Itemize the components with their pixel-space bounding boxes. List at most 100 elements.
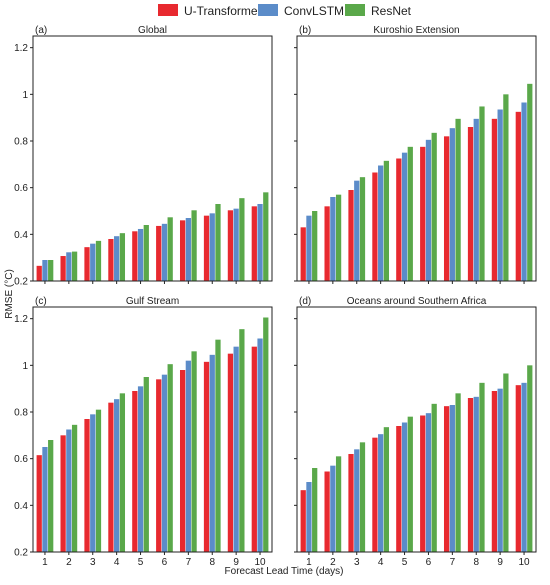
xtick-label: 10 <box>254 557 266 568</box>
bar-1-resnet-7 <box>191 210 197 281</box>
bar-4-convlstm-8 <box>473 396 479 552</box>
bar-1-convlstm-10 <box>257 204 263 281</box>
bar-3-u-transformer-8 <box>203 361 210 552</box>
bar-4-resnet-6 <box>431 403 437 552</box>
xtick-label: 3 <box>354 557 360 568</box>
bar-2-resnet-2 <box>335 194 342 281</box>
bar-4-convlstm-4 <box>378 434 384 552</box>
bar-4-resnet-9 <box>503 373 509 552</box>
panel-frame-2 <box>296 35 537 282</box>
bar-3-resnet-5 <box>143 377 149 552</box>
bar-2-u-transformer-2 <box>324 206 330 281</box>
bar-2-convlstm-5 <box>401 152 408 281</box>
bar-3-resnet-8 <box>215 339 221 552</box>
ytick-label: 1 <box>22 90 28 101</box>
bar-3-resnet-1 <box>48 440 54 552</box>
bar-3-u-transformer-9 <box>227 353 234 552</box>
x-axis-label: Forecast Lead Time (days) <box>225 566 344 577</box>
bar-3-u-transformer-6 <box>156 379 162 552</box>
xtick-label: 7 <box>186 557 192 568</box>
panel-tag-4: (d) <box>299 296 311 307</box>
legend-label-1: U-Transformer <box>184 4 262 18</box>
bar-3-u-transformer-7 <box>179 370 186 552</box>
bar-2-resnet-7 <box>455 118 461 281</box>
bar-3-convlstm-3 <box>90 414 96 552</box>
bar-3-convlstm-2 <box>66 429 72 552</box>
bar-1-resnet-4 <box>119 233 126 281</box>
bar-2-u-transformer-9 <box>491 118 498 281</box>
ytick-label: 0.4 <box>14 501 28 512</box>
panel-title-4: Oceans around Southern Africa <box>347 296 487 307</box>
bar-2-u-transformer-7 <box>443 136 450 281</box>
bar-3-resnet-4 <box>119 393 126 552</box>
bar-4-u-transformer-10 <box>515 385 521 552</box>
xtick-label: 3 <box>90 557 96 568</box>
legend-label-3: ResNet <box>371 4 412 18</box>
bar-1-u-transformer-10 <box>251 206 257 281</box>
bar-4-convlstm-2 <box>330 465 336 552</box>
bar-3-convlstm-7 <box>185 360 191 552</box>
bar-4-u-transformer-2 <box>324 471 330 552</box>
bar-3-u-transformer-3 <box>84 419 90 552</box>
bar-4-resnet-10 <box>527 365 533 552</box>
ytick-label: 1 <box>22 361 28 372</box>
bar-1-convlstm-2 <box>66 252 72 281</box>
bar-2-resnet-8 <box>479 106 485 281</box>
xtick-label: 8 <box>209 557 215 568</box>
bar-3-u-transformer-5 <box>132 391 138 552</box>
ytick-label: 0.2 <box>14 548 28 559</box>
bar-1-u-transformer-1 <box>36 265 42 281</box>
bar-3-u-transformer-2 <box>60 435 66 552</box>
bar-1-resnet-10 <box>263 192 269 281</box>
bar-3-convlstm-6 <box>161 374 168 552</box>
legend-swatch-3 <box>345 4 365 16</box>
panel-frame-1 <box>32 35 273 282</box>
bar-1-convlstm-9 <box>233 208 239 281</box>
xtick-label: 4 <box>114 557 120 568</box>
xtick-label: 6 <box>162 557 168 568</box>
bar-2-convlstm-10 <box>521 102 527 281</box>
bar-3-u-transformer-1 <box>36 455 42 552</box>
bar-4-convlstm-9 <box>497 388 503 552</box>
xtick-label: 9 <box>497 557 503 568</box>
panel-frame-3 <box>32 306 273 553</box>
bar-2-u-transformer-6 <box>420 146 426 281</box>
bar-2-convlstm-6 <box>425 139 432 281</box>
legend-swatch-1 <box>158 4 178 16</box>
xtick-label: 5 <box>138 557 144 568</box>
bar-1-resnet-9 <box>239 198 245 281</box>
bar-4-u-transformer-4 <box>372 437 378 552</box>
bar-1-convlstm-4 <box>114 236 120 281</box>
bar-1-resnet-2 <box>71 251 78 281</box>
bar-3-resnet-10 <box>263 317 269 552</box>
bar-1-u-transformer-9 <box>227 210 234 281</box>
bar-2-resnet-9 <box>503 94 509 281</box>
panel-tag-2: (b) <box>299 25 311 36</box>
bar-4-u-transformer-8 <box>467 398 474 552</box>
ytick-label: 0.6 <box>14 454 28 465</box>
bar-4-convlstm-7 <box>449 405 455 552</box>
xtick-label: 7 <box>450 557 456 568</box>
bar-2-resnet-5 <box>407 146 413 281</box>
bar-1-convlstm-1 <box>42 260 48 281</box>
bar-3-convlstm-10 <box>257 338 263 552</box>
bar-2-convlstm-4 <box>378 165 384 281</box>
bar-1-u-transformer-3 <box>84 247 90 281</box>
bar-2-u-transformer-8 <box>467 127 474 281</box>
xtick-label: 6 <box>426 557 432 568</box>
bar-3-resnet-7 <box>191 351 197 552</box>
bar-1-convlstm-3 <box>90 243 96 281</box>
xtick-label: 1 <box>42 557 48 568</box>
bar-4-resnet-1 <box>312 468 318 552</box>
bar-4-resnet-2 <box>335 456 342 552</box>
xtick-label: 5 <box>402 557 408 568</box>
panel-title-3: Gulf Stream <box>126 296 179 307</box>
bar-1-u-transformer-7 <box>179 220 186 281</box>
panel-frame-4 <box>296 306 537 553</box>
ytick-label: 0.4 <box>14 230 28 241</box>
bar-3-resnet-2 <box>71 424 78 552</box>
bar-2-convlstm-8 <box>473 118 479 281</box>
bar-1-resnet-5 <box>143 225 149 281</box>
bar-2-convlstm-2 <box>330 197 336 281</box>
